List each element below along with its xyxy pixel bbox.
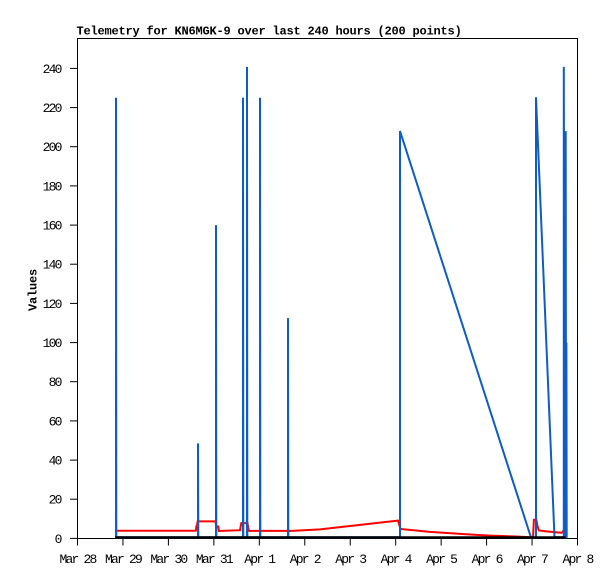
svg-text:Apr 3: Apr 3 [335,552,366,567]
svg-text:Telemetry for KN6MGK-9 over la: Telemetry for KN6MGK-9 over last 240 hou… [77,24,462,38]
svg-text:180: 180 [43,179,62,194]
svg-text:220: 220 [43,101,62,116]
svg-text:Apr 2: Apr 2 [290,552,321,567]
svg-text:120: 120 [43,297,62,312]
svg-text:240: 240 [43,62,62,77]
svg-text:Mar 31: Mar 31 [196,552,234,567]
svg-text:0: 0 [55,532,62,547]
svg-text:Apr 8: Apr 8 [562,552,593,567]
svg-text:Apr 7: Apr 7 [517,552,548,567]
svg-text:60: 60 [49,414,62,429]
svg-text:Apr 1: Apr 1 [244,552,276,567]
svg-text:200: 200 [43,140,62,155]
svg-text:Mar 30: Mar 30 [150,552,187,567]
svg-text:Apr 5: Apr 5 [426,552,457,567]
svg-text:140: 140 [43,258,62,273]
svg-text:100: 100 [43,336,62,351]
svg-text:Apr 4: Apr 4 [381,552,413,567]
svg-text:20: 20 [49,493,62,508]
svg-text:160: 160 [43,219,62,234]
svg-text:Apr 6: Apr 6 [472,552,503,567]
svg-text:40: 40 [49,454,62,469]
svg-text:Mar 28: Mar 28 [59,552,96,567]
svg-text:80: 80 [49,375,62,390]
svg-text:Values: Values [27,269,41,311]
svg-text:Mar 29: Mar 29 [105,552,142,567]
